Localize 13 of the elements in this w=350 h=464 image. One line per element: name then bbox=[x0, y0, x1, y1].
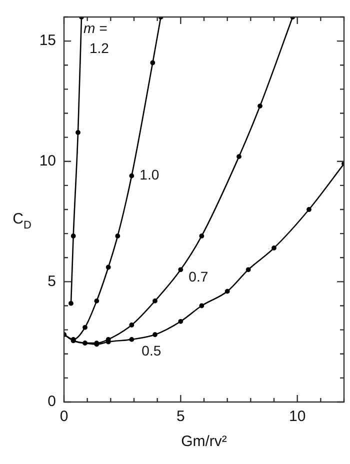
y-tick-label: 10 bbox=[39, 152, 56, 170]
x-axis-title: Gm/rv² bbox=[181, 433, 227, 450]
annotation: m = bbox=[84, 20, 108, 36]
series-label: 1.0 bbox=[140, 166, 160, 183]
y-tick-label: 15 bbox=[39, 32, 56, 50]
series-label: 1.2 bbox=[90, 40, 110, 56]
y-tick-label: 0 bbox=[48, 393, 56, 410]
series-label: 0.7 bbox=[188, 268, 208, 285]
x-tick-label: 5 bbox=[176, 408, 185, 426]
series-label: 0.5 bbox=[142, 342, 162, 358]
y-tick-label: 5 bbox=[48, 272, 56, 290]
x-tick-label: 0 bbox=[60, 408, 68, 426]
x-tick-label: 10 bbox=[288, 408, 306, 426]
